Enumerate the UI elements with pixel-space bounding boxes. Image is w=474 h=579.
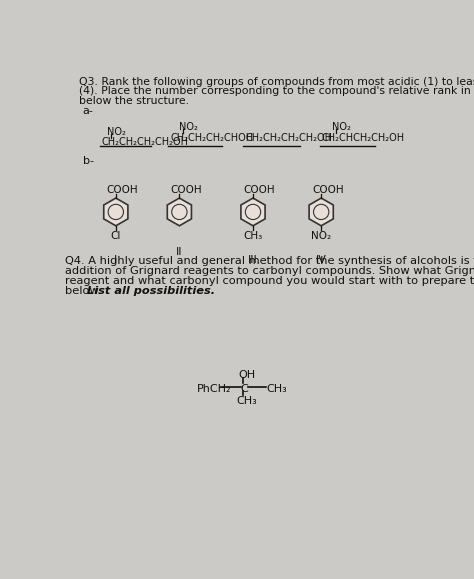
Text: CH₃: CH₃ — [237, 396, 257, 406]
Text: Cl: Cl — [110, 231, 121, 241]
Text: COOH: COOH — [107, 185, 138, 195]
Text: CH₃: CH₃ — [266, 384, 287, 394]
Polygon shape — [241, 198, 265, 226]
Text: below.: below. — [65, 286, 105, 296]
Text: Q4. A highly useful and general method for the synthesis of alcohols is the: Q4. A highly useful and general method f… — [65, 256, 474, 266]
Polygon shape — [167, 198, 191, 226]
Text: below the structure.: below the structure. — [79, 96, 189, 105]
Text: CH₂CH₂CH₂CHOH: CH₂CH₂CH₂CHOH — [170, 133, 253, 144]
Text: OH: OH — [238, 370, 255, 380]
Text: List all possibilities.: List all possibilities. — [87, 286, 215, 296]
Text: b-: b- — [82, 156, 93, 166]
Text: PhCH₂: PhCH₂ — [196, 384, 231, 394]
Text: IV: IV — [316, 255, 327, 265]
Text: CH₂CHCH₂CH₂OH: CH₂CHCH₂CH₂OH — [321, 133, 404, 144]
Text: reagent and what carbonyl compound you would start with to prepare the alcohol: reagent and what carbonyl compound you w… — [65, 276, 474, 286]
Text: COOH: COOH — [312, 185, 344, 195]
Text: COOH: COOH — [170, 185, 202, 195]
Text: III: III — [248, 255, 258, 265]
Text: I: I — [114, 255, 118, 265]
Text: a-: a- — [82, 107, 93, 116]
Text: C: C — [241, 384, 248, 394]
Text: COOH: COOH — [244, 185, 275, 195]
Text: II: II — [176, 247, 182, 257]
Text: NO₂: NO₂ — [311, 231, 331, 241]
Text: NO₂: NO₂ — [107, 127, 126, 137]
Polygon shape — [309, 198, 333, 226]
Text: CH₂CH₂CH₂CH₂OH: CH₂CH₂CH₂CH₂OH — [102, 137, 189, 147]
Text: CH₂CH₂CH₂CH₂OH: CH₂CH₂CH₂CH₂OH — [245, 133, 332, 144]
Text: NO₂: NO₂ — [179, 122, 198, 132]
Text: addition of Grignard reagents to carbonyl compounds. Show what Grignard: addition of Grignard reagents to carbony… — [65, 266, 474, 276]
Text: (4). Place the number corresponding to the compound's relative rank in the blank: (4). Place the number corresponding to t… — [79, 86, 474, 97]
Text: NO₂: NO₂ — [332, 122, 351, 132]
Text: CH₃: CH₃ — [243, 231, 263, 241]
Polygon shape — [104, 198, 128, 226]
Text: Q3. Rank the following groups of compounds from most acidic (1) to least acidic: Q3. Rank the following groups of compoun… — [79, 77, 474, 87]
